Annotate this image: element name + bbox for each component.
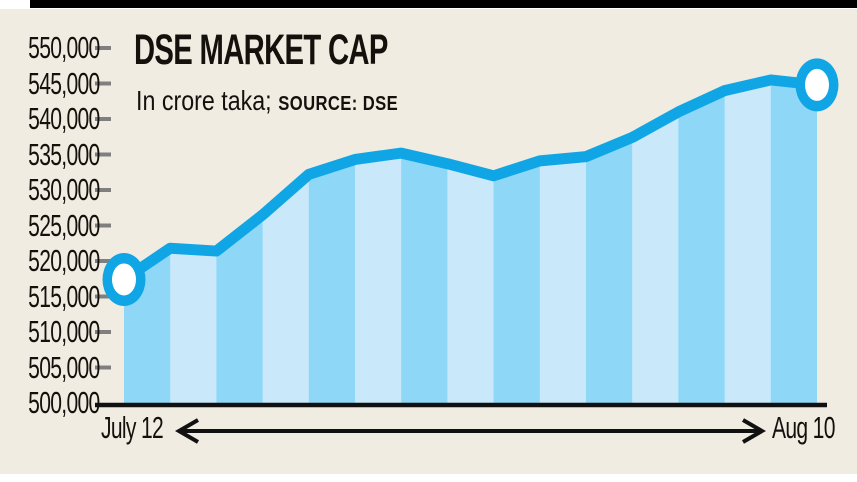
day-band [308, 79, 355, 403]
arrowhead-right-icon [741, 418, 766, 444]
day-band [493, 79, 540, 403]
start-marker-inner-dot [112, 263, 136, 296]
day-band [401, 79, 448, 403]
day-band [586, 79, 633, 403]
area-fill [124, 79, 817, 403]
day-band [216, 79, 263, 403]
arrowhead-left-icon [175, 418, 200, 444]
day-band [124, 79, 171, 403]
day-band [770, 79, 817, 403]
trend-line [118, 74, 823, 285]
end-marker-inner-dot [805, 68, 829, 101]
top-black-bar [30, 0, 857, 8]
day-band [678, 79, 725, 403]
